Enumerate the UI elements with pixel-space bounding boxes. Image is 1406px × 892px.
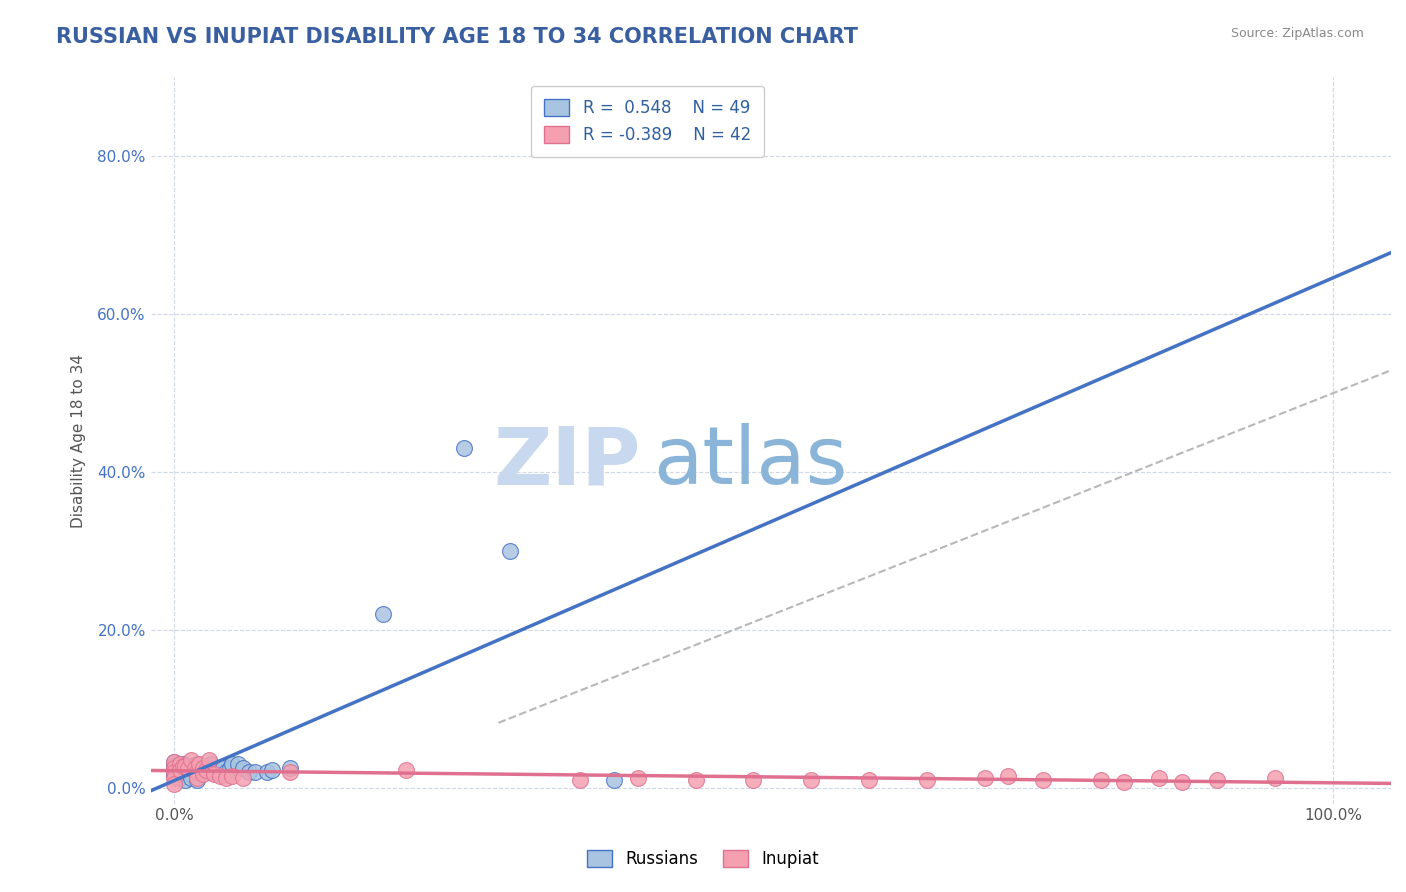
Point [1171, 774, 1194, 789]
Point [215, 765, 238, 780]
Point [169, 765, 191, 780]
Point [172, 757, 194, 772]
Point [169, 757, 191, 772]
Point [172, 758, 194, 772]
Point [453, 442, 475, 456]
Point [1090, 772, 1112, 787]
Point [800, 772, 823, 787]
Point [278, 761, 301, 775]
Point [209, 769, 232, 783]
Point [232, 772, 254, 786]
Point [197, 765, 219, 780]
Point [169, 761, 191, 775]
Point [499, 544, 522, 558]
Point [191, 761, 214, 775]
Point [186, 772, 208, 787]
Point [163, 777, 186, 791]
Legend: R =  0.548    N = 49, R = -0.389    N = 42: R = 0.548 N = 49, R = -0.389 N = 42 [531, 86, 765, 157]
Point [243, 765, 266, 780]
Point [180, 772, 202, 786]
Point [180, 766, 202, 780]
Point [195, 764, 218, 778]
Point [197, 753, 219, 767]
Point [742, 772, 765, 787]
Point [163, 765, 186, 780]
Point [169, 772, 191, 786]
Point [184, 761, 207, 775]
Point [218, 761, 240, 775]
Point [603, 772, 626, 787]
Text: atlas: atlas [652, 424, 848, 501]
Point [186, 757, 208, 772]
Point [215, 772, 238, 786]
Point [191, 761, 214, 775]
Point [186, 765, 208, 780]
Point [184, 764, 207, 778]
Text: RUSSIAN VS INUPIAT DISABILITY AGE 18 TO 34 CORRELATION CHART: RUSSIAN VS INUPIAT DISABILITY AGE 18 TO … [56, 27, 858, 46]
Point [174, 772, 197, 787]
Point [180, 764, 202, 778]
Point [211, 761, 233, 775]
Point [163, 764, 186, 778]
Point [186, 769, 208, 783]
Point [163, 772, 186, 786]
Point [191, 764, 214, 778]
Point [163, 769, 186, 783]
Point [174, 761, 197, 775]
Point [174, 766, 197, 780]
Point [1264, 772, 1286, 786]
Point [186, 772, 208, 786]
Point [174, 769, 197, 783]
Point [191, 766, 214, 780]
Text: ZIP: ZIP [494, 424, 641, 501]
Point [163, 766, 186, 780]
Point [195, 764, 218, 778]
Point [204, 764, 226, 778]
Legend: Russians, Inupiat: Russians, Inupiat [581, 843, 825, 875]
Point [180, 758, 202, 772]
Point [1206, 772, 1229, 787]
Point [371, 607, 394, 622]
Point [186, 765, 208, 780]
Point [177, 761, 200, 775]
Point [200, 757, 222, 772]
Point [626, 772, 648, 786]
Point [1032, 772, 1054, 787]
Point [568, 772, 591, 787]
Point [262, 764, 284, 778]
Point [163, 761, 186, 775]
Y-axis label: Disability Age 18 to 34: Disability Age 18 to 34 [72, 353, 86, 527]
Point [685, 772, 707, 787]
Point [917, 772, 939, 787]
Point [163, 755, 186, 769]
Point [209, 761, 232, 775]
Point [207, 765, 229, 780]
Point [186, 761, 208, 775]
Point [204, 766, 226, 780]
Point [180, 753, 202, 767]
Point [163, 755, 186, 769]
Text: Source: ZipAtlas.com: Source: ZipAtlas.com [1230, 27, 1364, 40]
Point [997, 769, 1019, 783]
Point [232, 761, 254, 775]
Point [188, 765, 211, 780]
Point [1147, 772, 1170, 786]
Point [163, 758, 186, 772]
Point [221, 769, 243, 783]
Point [974, 772, 997, 786]
Point [169, 764, 191, 778]
Point [278, 765, 301, 780]
Point [195, 758, 218, 772]
Point [256, 765, 278, 780]
Point [188, 757, 211, 772]
Point [226, 757, 249, 772]
Point [1114, 774, 1136, 789]
Point [221, 757, 243, 772]
Point [395, 764, 418, 778]
Point [197, 761, 219, 775]
Point [858, 772, 880, 787]
Point [174, 758, 197, 772]
Point [238, 765, 260, 780]
